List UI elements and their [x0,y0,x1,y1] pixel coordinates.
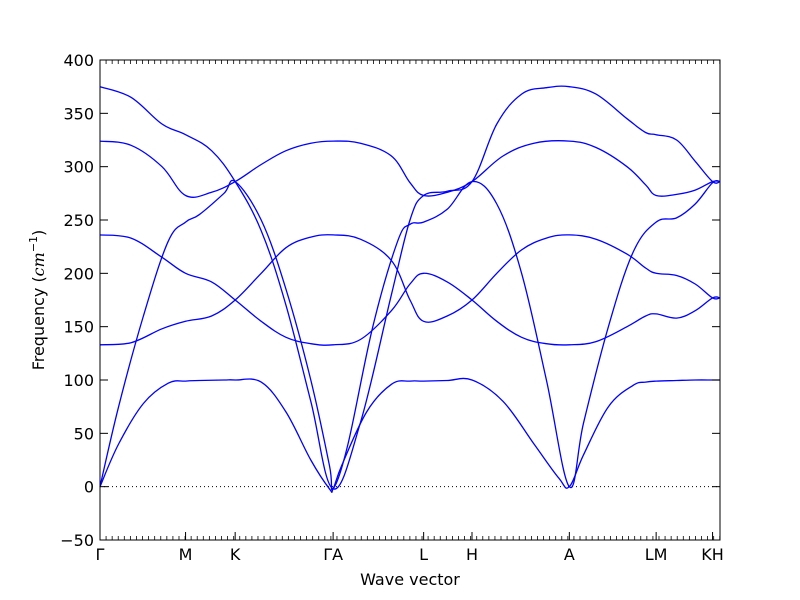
x-axis-label: Wave vector [360,570,460,589]
x-tick-label: ΓA [323,545,343,564]
series-layer [99,85,721,493]
y-tick-label: 300 [63,158,94,177]
x-tick-label: H [466,545,478,564]
x-tick-label: LM [645,545,668,564]
y-tick-label: 50 [74,424,94,443]
x-tick-label: M [179,545,193,564]
y-tick-label: 200 [63,264,94,283]
y-axis-label-prefix: Frequency ( [29,276,48,370]
y-tick-label: 0 [84,478,94,497]
branch-line-1 [99,377,720,493]
y-tick-label: 150 [63,318,94,337]
branch-line-2 [99,179,721,491]
y-tick-label: 400 [63,51,94,70]
x-tick-label: K [230,545,241,564]
branch-line-4 [99,140,721,198]
branch-line-6 [99,234,721,346]
branch-line-5 [99,234,721,346]
y-axis-label: Frequency (cm−1) [27,230,48,371]
x-tick-label: Γ [96,545,105,564]
y-tick-label: 100 [63,371,94,390]
y-tick-label: 350 [63,104,94,123]
y-axis-label-unit: cm [29,252,48,276]
x-tick-label: L [419,545,428,564]
y-axis-label-suffix: ) [29,230,48,236]
tick-layer: −50 0 50 100 150 200 250 300 350 400 Γ M K ΓA L H A LM KH [60,51,724,564]
y-tick-label: −50 [60,531,94,550]
plot-frame [99,59,721,541]
x-tick-label: A [564,545,575,564]
branch-line-3 [99,85,721,490]
y-axis-label-exp: −1 [27,236,40,252]
y-tick-label: 250 [63,211,94,230]
x-tick-label: KH [701,545,724,564]
